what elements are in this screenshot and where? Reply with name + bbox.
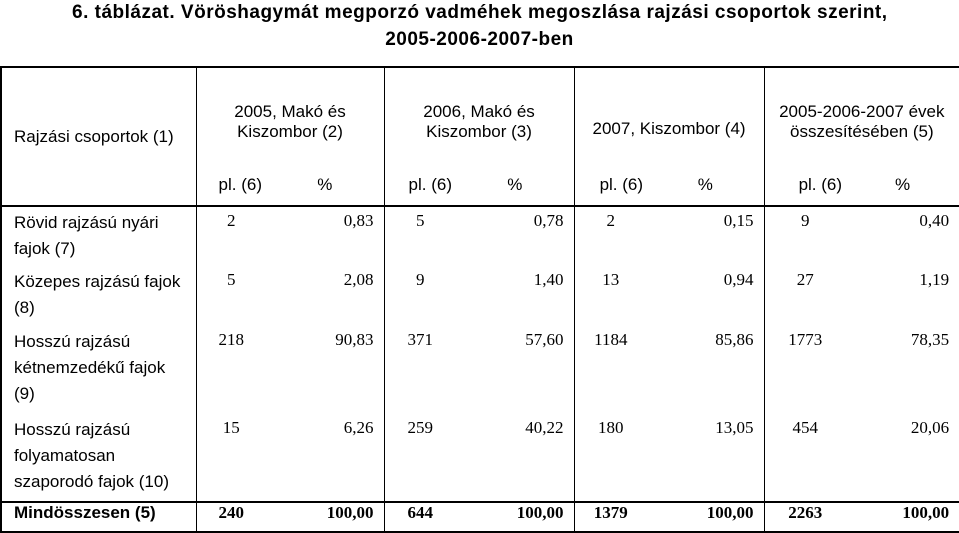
cell-count: 5	[195, 266, 266, 326]
header-col-2006-line2: Kiszombor (3)	[426, 121, 532, 141]
cell-count: 2	[573, 205, 648, 266]
header-col-2005-line1: 2005, Makó és	[234, 101, 346, 121]
cell-percent: 20,06	[846, 414, 959, 502]
header-col-total-line1: 2005-2006-2007 évek	[779, 101, 945, 121]
row-label-line: Közepes rajzású fajok	[14, 272, 181, 291]
row-label: Hosszú rajzású folyamatosan szaporodó fa…	[0, 414, 196, 502]
cell-count: 454	[763, 414, 847, 502]
row-label-line: Hosszú rajzású	[14, 332, 131, 351]
unit-count: pl. (6)	[573, 175, 648, 206]
row-label-line: Hosszú rajzású	[14, 420, 131, 439]
row-label: Rövid rajzású nyári fajok (7)	[0, 205, 196, 266]
table-row: Közepes rajzású fajok (8) 5 2,08 9 1,40 …	[0, 266, 959, 326]
header-col-2006-line1: 2006, Makó és	[423, 101, 535, 121]
table-row: Hosszú rajzású kétnemzedékű fajok (9) 21…	[0, 326, 959, 414]
unit-count: pl. (6)	[763, 175, 847, 206]
cell-count: 259	[383, 414, 457, 502]
header-col-total-line2: összesítésében (5)	[789, 121, 934, 141]
header-col-2006: 2006, Makó és Kiszombor (3)	[383, 66, 575, 175]
title-line-1: 6. táblázat. Vöröshagymát megporzó vadmé…	[72, 2, 888, 23]
row-label: Közepes rajzású fajok (8)	[0, 266, 196, 326]
header-col-2007-line1: 2007, Kiszombor (4)	[592, 118, 746, 138]
header-col-2007: 2007, Kiszombor (4)	[573, 66, 765, 175]
row-label-line: (8)	[14, 298, 35, 317]
title-line-2: 2005-2006-2007-ben	[385, 29, 574, 50]
row-label: Hosszú rajzású kétnemzedékű fajok (9)	[0, 326, 196, 414]
cell-percent: 40,22	[525, 418, 564, 437]
header-col-2005: 2005, Makó és Kiszombor (2)	[195, 66, 385, 175]
row-label-line: szaporodó fajok (10)	[14, 472, 169, 491]
cell-count: 218	[195, 326, 266, 414]
total-count: 644	[383, 501, 457, 533]
table-row: Hosszú rajzású folyamatosan szaporodó fa…	[0, 414, 959, 502]
total-percent: 100,00	[647, 501, 765, 533]
cell-percent: 85,86	[715, 330, 754, 349]
total-percent: 100,00	[266, 501, 385, 533]
cell-count: 9	[763, 205, 847, 266]
cell-percent: 78,35	[846, 326, 959, 414]
cell-count: 27	[763, 266, 847, 326]
unit-percent: %	[697, 175, 713, 194]
unit-row: pl. (6) % pl. (6) % pl. (6) % pl. (6) %	[1, 175, 959, 206]
cell-percent: 6,26	[343, 418, 374, 437]
unit-percent: %	[846, 175, 959, 206]
unit-count: pl. (6)	[195, 175, 266, 206]
cell-percent: 1,19	[846, 266, 959, 326]
cell-count: 13	[573, 266, 648, 326]
row-label-line: fajok (7)	[14, 239, 76, 258]
unit-percent: %	[507, 175, 523, 194]
cell-count: 15	[195, 414, 266, 502]
cell-percent: 0,40	[846, 205, 959, 266]
cell-count: 2	[195, 205, 266, 266]
total-percent: 100,00	[456, 501, 575, 533]
cell-count: 5	[383, 205, 457, 266]
total-count: 2263	[763, 501, 847, 533]
row-label-line: Rövid rajzású nyári	[14, 213, 159, 232]
total-count: 240	[195, 501, 266, 533]
unit-count: pl. (6)	[383, 175, 457, 206]
cell-percent: 0,15	[647, 205, 765, 266]
total-count: 1379	[573, 501, 648, 533]
total-percent: 100,00	[846, 501, 959, 533]
unit-percent: %	[317, 175, 333, 194]
header-col-2005-line2: Kiszombor (2)	[237, 121, 343, 141]
distribution-table: Rajzási csoportok (1) 2005, Makó és Kisz…	[0, 66, 959, 533]
cell-percent: 13,05	[715, 418, 754, 437]
cell-percent: 0,94	[723, 270, 754, 289]
cell-percent: 57,60	[525, 330, 564, 349]
total-row: Mindösszesen (5) 240 100,00 644 100,00 1…	[0, 501, 959, 533]
header-row-label: Rajzási csoportok (1)	[0, 66, 196, 206]
cell-count: 180	[573, 414, 648, 502]
cell-count: 1184	[573, 326, 648, 414]
cell-percent: 1,40	[533, 270, 564, 289]
cell-percent: 0,83	[266, 205, 385, 266]
row-label-line: folyamatosan	[14, 446, 116, 465]
cell-count: 1773	[763, 326, 847, 414]
cell-count: 9	[383, 266, 457, 326]
cell-percent: 90,83	[335, 330, 374, 349]
row-label-line: kétnemzedékű fajok	[14, 358, 166, 377]
total-label: Mindösszesen (5)	[0, 501, 196, 533]
row-label-line: (9)	[14, 384, 35, 403]
cell-percent: 2,08	[343, 270, 374, 289]
header-col-total: 2005-2006-2007 évek összesítésében (5)	[763, 66, 959, 175]
cell-percent: 0,78	[456, 205, 575, 266]
cell-count: 371	[383, 326, 457, 414]
table-row: Rövid rajzású nyári fajok (7) 2 0,83 5 0…	[0, 205, 959, 266]
